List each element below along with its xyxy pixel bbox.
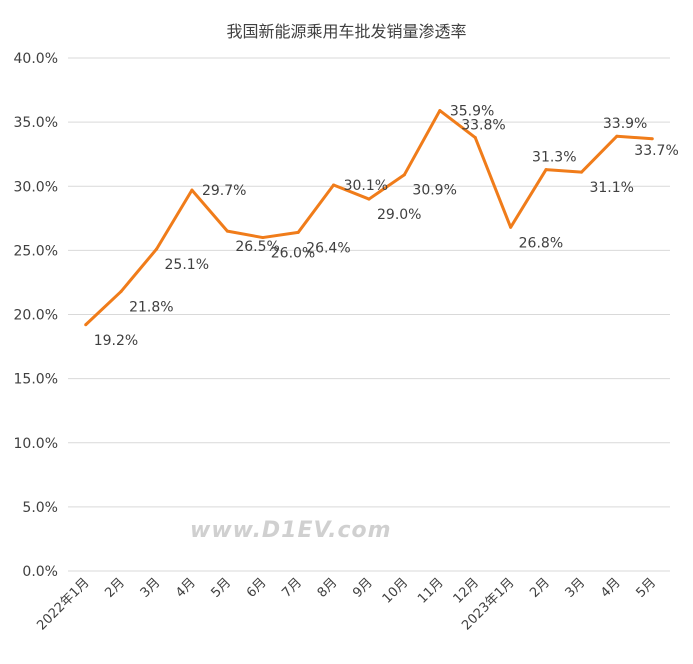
data-point (367, 197, 371, 201)
data-label: 30.9% (412, 183, 456, 199)
data-point (296, 230, 300, 234)
y-tick-label: 10.0% (14, 436, 58, 452)
y-tick-label: 15.0% (14, 372, 58, 388)
data-label: 35.9% (450, 104, 494, 120)
x-tick-label: 5月 (633, 575, 659, 601)
data-point (473, 136, 477, 140)
data-point (225, 229, 229, 233)
data-label: 26.8% (519, 235, 563, 251)
y-tick-label: 20.0% (14, 308, 58, 324)
chart-title: 我国新能源乘用车批发销量渗透率 (226, 22, 467, 41)
data-label: 19.2% (94, 333, 138, 349)
x-tick-label: 4月 (173, 575, 199, 601)
x-tick-label: 3月 (138, 575, 164, 601)
data-label: 31.3% (532, 150, 576, 166)
x-tick-label: 3月 (563, 575, 589, 601)
y-tick-label: 25.0% (14, 243, 58, 259)
data-point (84, 323, 88, 327)
data-label: 30.1% (344, 178, 388, 194)
data-point (190, 188, 194, 192)
y-tick-label: 30.0% (14, 179, 58, 195)
data-label: 26.5% (235, 239, 279, 255)
x-tick-label: 11月 (415, 575, 446, 606)
data-point (119, 289, 123, 293)
series-line (84, 109, 653, 326)
data-point (509, 225, 513, 229)
data-point (615, 134, 619, 138)
y-tick-label: 0.0% (22, 564, 58, 580)
data-point (438, 109, 442, 113)
x-tick-label: 7月 (279, 575, 305, 601)
data-label: 26.0% (271, 246, 315, 262)
data-point (402, 173, 406, 177)
data-label: 25.1% (165, 257, 209, 273)
data-label: 33.7% (634, 143, 678, 159)
x-tick-label: 2月 (527, 575, 553, 601)
x-tick-label: 10月 (380, 575, 411, 606)
data-point (155, 247, 159, 251)
data-label: 33.9% (603, 116, 647, 132)
x-tick-label: 4月 (598, 575, 624, 601)
data-point (579, 170, 583, 174)
x-tick-label: 2022年1月 (34, 575, 92, 633)
x-tick-label: 12月 (451, 575, 482, 606)
y-tick-label: 35.0% (14, 115, 58, 131)
data-point (544, 168, 548, 172)
data-point (650, 137, 654, 141)
y-tick-label: 5.0% (22, 500, 58, 516)
x-tick-label: 2月 (102, 575, 128, 601)
data-label: 33.8% (461, 118, 505, 134)
x-tick-label: 5月 (209, 575, 235, 601)
x-tick-label: 9月 (350, 575, 376, 601)
x-tick-label: 8月 (315, 575, 341, 601)
y-tick-label: 40.0% (14, 51, 58, 67)
data-label: 29.0% (377, 207, 421, 223)
data-label: 31.1% (589, 180, 633, 196)
x-tick-label: 6月 (244, 575, 270, 601)
data-point (332, 183, 336, 187)
data-label: 21.8% (129, 299, 173, 315)
data-label: 29.7% (202, 183, 246, 199)
data-point (261, 236, 265, 240)
data-label: 26.4% (306, 240, 350, 256)
